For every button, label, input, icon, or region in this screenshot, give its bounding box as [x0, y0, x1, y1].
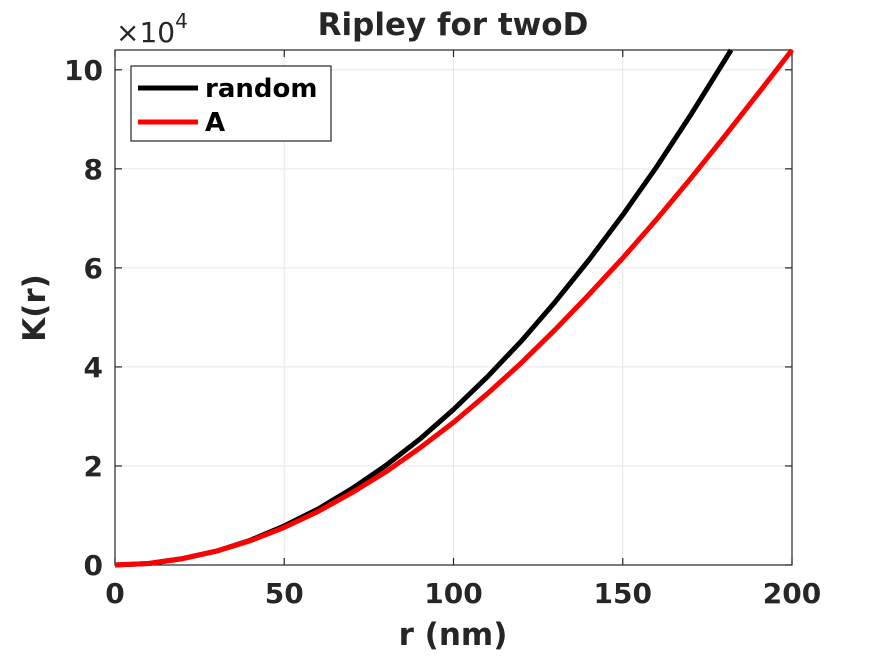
axis-ticks: 0 50 100 150 200 0 2 4 6 8 10 — [64, 50, 821, 610]
x-tick-label: 100 — [424, 577, 482, 610]
series-line-a — [114, 48, 794, 568]
legend: random A — [130, 65, 332, 142]
x-tick-label: 200 — [763, 577, 821, 610]
legend-box — [130, 65, 332, 142]
legend-label-random: random — [205, 74, 317, 104]
y-axis-scale-prefix: ×10 — [116, 16, 175, 49]
y-tick-label: 6 — [84, 252, 103, 285]
x-tick-label: 50 — [265, 577, 304, 610]
y-tick-label: 10 — [64, 54, 103, 87]
y-axis-scale-factor: ×104 — [116, 9, 188, 49]
x-tick-label: 0 — [105, 577, 124, 610]
y-axis-label: K(r) — [17, 274, 53, 342]
chart-title: Ripley for twoD — [318, 7, 589, 43]
y-tick-label: 0 — [84, 549, 103, 582]
y-tick-label: 2 — [84, 450, 103, 483]
x-axis-label: r (nm) — [399, 617, 508, 653]
x-tick-label: 150 — [594, 577, 652, 610]
legend-label-a: A — [205, 108, 225, 138]
grid-lines — [114, 50, 793, 566]
y-tick-label: 4 — [84, 351, 103, 384]
y-tick-label: 8 — [84, 153, 103, 186]
data-series — [114, 48, 794, 568]
y-axis-scale-exponent: 4 — [175, 9, 188, 33]
